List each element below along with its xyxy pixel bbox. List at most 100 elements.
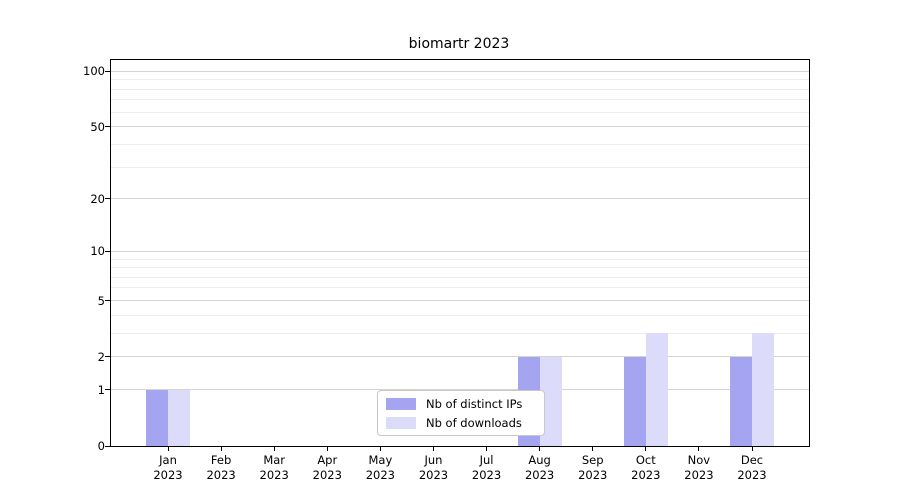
x-tick-month: Jul [479,453,494,467]
x-tick-month: Jan [159,453,177,467]
bar-downloads-jan [168,389,190,446]
x-tick-label-jun: Jun 2023 [401,453,465,483]
x-tick-month: May [368,453,393,467]
x-tick-label-aug: Aug 2023 [508,453,572,483]
bar-ips-oct [623,356,646,446]
legend: Nb of distinct IPs Nb of downloads [377,390,545,436]
x-tick-mark [486,446,488,451]
x-tick-month: Sep [581,453,604,467]
bar-downloads-aug [539,356,562,446]
y-gridline-minor [111,79,809,81]
legend-label-distinct-ips: Nb of distinct IPs [426,396,523,411]
x-tick-month: Dec [740,453,764,467]
y-tick-label: 5 [97,293,105,308]
y-gridline-major [111,250,809,252]
y-gridline-minor [111,276,809,278]
legend-item-distinct-ips: Nb of distinct IPs [386,397,536,411]
y-gridline-minor [111,267,809,269]
x-tick-label-mar: Mar 2023 [242,453,306,483]
legend-label-downloads: Nb of downloads [426,415,522,430]
x-tick-month: Aug [528,453,551,467]
x-tick-mark [273,446,275,451]
x-tick-mark [326,446,328,451]
y-gridline-minor [111,111,809,113]
x-tick-year: 2023 [206,468,236,482]
x-tick-mark [539,446,541,451]
y-tick-mark [105,126,111,128]
x-tick-mark [751,446,753,451]
x-tick-mark [698,446,700,451]
y-tick-label: 20 [90,191,105,206]
x-tick-label-feb: Feb 2023 [189,453,253,483]
x-tick-mark [220,446,222,451]
bar-downloads-dec [752,333,774,446]
legend-swatch-downloads [386,416,416,429]
x-tick-month: Apr [317,453,338,467]
y-tick-mark [105,300,111,301]
x-tick-label-may: May 2023 [348,453,412,483]
y-gridline-major [111,356,809,358]
y-gridline-minor [111,99,809,101]
x-tick-mark [645,446,647,451]
x-tick-label-oct: Oct 2023 [614,453,678,483]
plot-area: 0 1 2 5 10 20 50 100 Jan 2023 Feb 2023 Mar 2023 Apr 202… [83,59,810,482]
y-gridline-minor [111,88,809,90]
x-tick-label-apr: Apr 2023 [295,453,359,483]
x-tick-year: 2023 [524,468,555,482]
x-tick-label-dec: Dec 2023 [720,453,784,483]
y-gridline-major [111,126,809,128]
x-tick-label-jul: Jul 2023 [455,453,519,483]
y-tick-label: 2 [97,349,105,364]
y-tick-mark [105,389,111,391]
y-gridline-minor [111,166,809,168]
x-tick-month: Oct [635,453,656,467]
bar-ips-dec [730,356,752,446]
y-tick-mark [105,250,111,252]
y-gridline-minor [111,314,809,316]
x-tick-month: Mar [263,453,286,467]
x-tick-month: Nov [687,453,711,467]
y-tick-label: 10 [90,244,105,259]
y-tick-label: 50 [90,119,105,134]
y-tick-mark [105,356,111,358]
x-tick-year: 2023 [259,468,289,482]
y-gridline-major [111,389,809,391]
x-tick-label-jan: Jan 2023 [136,453,200,483]
x-tick-year: 2023 [578,468,608,482]
x-tick-year: 2023 [312,468,342,482]
x-tick-year: 2023 [153,468,183,482]
legend-swatch-distinct-ips [386,397,416,410]
y-gridline-minor [111,258,809,260]
y-tick-mark [105,445,111,447]
y-gridline-major [111,70,809,72]
y-gridline-major [111,300,809,301]
x-tick-label-sep: Sep 2023 [561,453,625,483]
x-tick-label-nov: Nov 2023 [667,453,731,483]
y-tick-label: 100 [83,64,105,79]
x-tick-year: 2023 [737,468,767,482]
y-gridline-minor [111,332,809,334]
chart-title: biomartr 2023 [408,36,510,52]
y-tick-label: 0 [97,439,105,453]
bar-ips-jan [146,389,168,446]
x-tick-year: 2023 [418,468,449,482]
x-tick-year: 2023 [631,468,661,482]
x-tick-mark [432,446,434,451]
x-tick-year: 2023 [365,468,395,482]
legend-item-downloads: Nb of downloads [386,416,536,430]
x-tick-month: Feb [210,453,232,467]
y-tick-mark [105,198,111,200]
x-tick-mark [592,446,594,451]
x-tick-month: Jun [424,453,443,467]
x-tick-year: 2023 [684,468,714,482]
y-tick-mark [105,70,111,72]
y-gridline-minor [111,143,809,145]
bar-downloads-oct [645,333,668,446]
y-tick-label: 1 [97,382,105,397]
y-gridline-major [111,198,809,200]
x-tick-mark [379,446,381,451]
x-tick-mark [167,446,169,451]
y-gridline-minor [111,287,809,289]
x-tick-year: 2023 [471,468,502,482]
